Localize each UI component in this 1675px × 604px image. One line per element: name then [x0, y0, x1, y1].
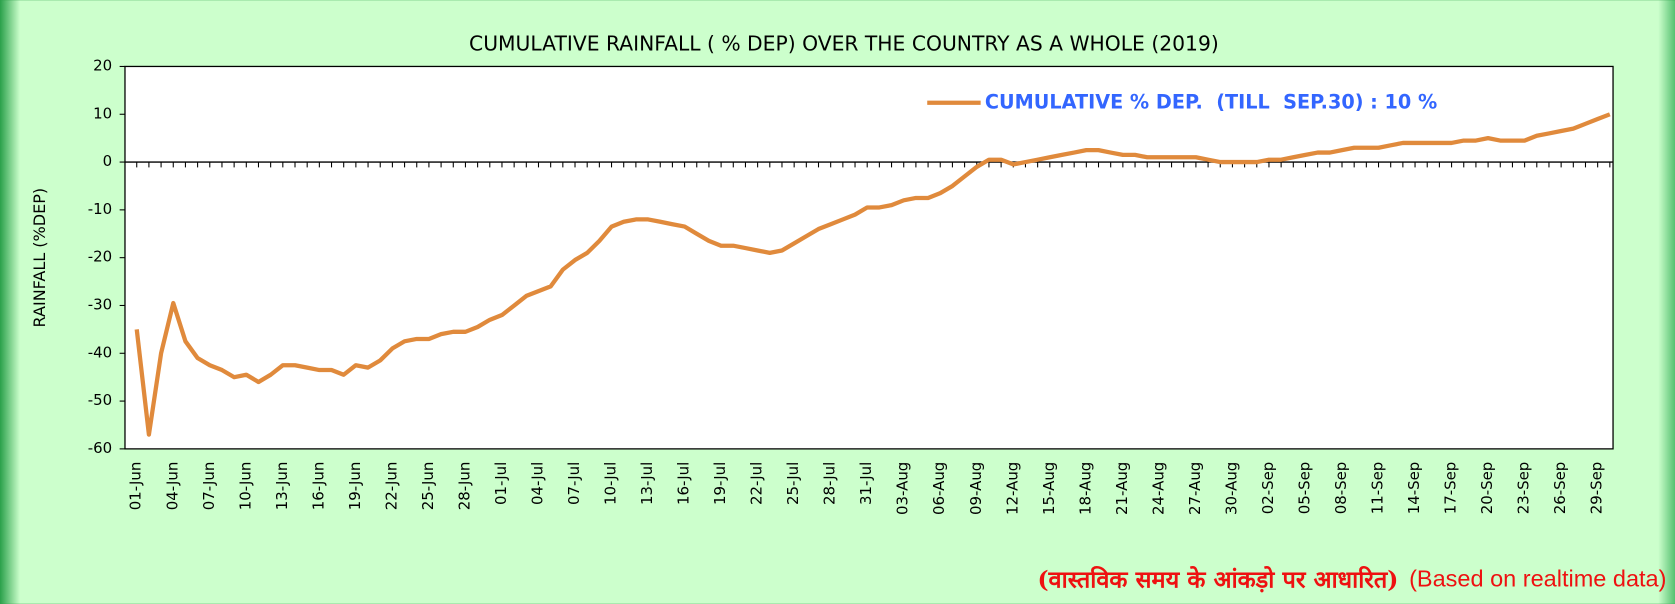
y-tick-label: -40 [88, 343, 112, 361]
x-tick-label: 22-Jul [748, 462, 766, 505]
x-tick-label: 19-Jun [346, 462, 364, 511]
x-tick-label: 16-Jun [309, 462, 327, 511]
x-tick-label: 23-Sep [1515, 462, 1533, 515]
x-tick-label: 07-Jul [565, 462, 583, 505]
x-tick-label: 01-Jul [492, 462, 510, 505]
x-tick-label: 22-Jun [382, 462, 400, 511]
x-tick-label: 29-Sep [1588, 462, 1606, 515]
y-tick-label: -60 [88, 439, 112, 457]
plot-area [124, 65, 1614, 450]
x-tick-label: 08-Sep [1332, 462, 1350, 515]
x-tick-label: 27-Aug [1186, 462, 1204, 515]
x-tick-label: 02-Sep [1259, 462, 1277, 515]
x-tick-label: 13-Jun [273, 462, 291, 511]
x-tick-label: 05-Sep [1295, 462, 1313, 515]
y-tick-label: 0 [103, 152, 113, 170]
x-tick-label: 30-Aug [1222, 462, 1240, 515]
x-tick-label: 28-Jun [455, 462, 473, 511]
y-tick-label: 20 [93, 56, 112, 74]
x-tick-label: 11-Sep [1369, 462, 1387, 515]
y-tick-label: 10 [93, 104, 112, 122]
x-tick-label: 18-Aug [1076, 462, 1094, 515]
x-tick-label: 17-Sep [1442, 462, 1460, 515]
x-tick-label: 24-Aug [1149, 462, 1167, 515]
x-tick-label: 07-Jun [200, 462, 218, 511]
y-tick-label: -30 [88, 295, 112, 313]
x-tick-label: 28-Jul [821, 462, 839, 505]
x-tick-label: 10-Jul [602, 462, 620, 505]
x-tick-label: 16-Jul [675, 462, 693, 505]
legend-label: CUMULATIVE % DEP. (TILL SEP.30) : 10 % [985, 90, 1437, 113]
x-tick-label: 03-Aug [894, 462, 912, 515]
y-tick-label: -10 [88, 200, 112, 218]
x-tick-label: 04-Jun [163, 462, 181, 511]
note-english: (Based on realtime data) [1409, 565, 1666, 591]
x-tick-label: 01-Jun [127, 462, 145, 511]
series-line [134, 112, 1611, 437]
y-tick-label: -50 [88, 391, 112, 409]
x-tick-label: 12-Aug [1003, 462, 1021, 515]
x-tick-label: 10-Jun [236, 462, 254, 511]
x-tick-label: 26-Sep [1551, 462, 1569, 515]
x-tick-label: 20-Sep [1478, 462, 1496, 515]
note-hindi: (वास्तविक समय के आंकड़ो पर आधारित) [1037, 565, 1398, 593]
x-tick-label: 06-Aug [930, 462, 948, 515]
y-axis-label: RAINFALL (%DEP) [30, 188, 49, 328]
x-tick-label: 15-Aug [1040, 462, 1058, 515]
x-tick-label: 21-Aug [1113, 462, 1131, 515]
x-tick-label: 13-Jul [638, 462, 656, 505]
y-tick-label: -20 [88, 248, 112, 266]
footnote: (वास्तविक समय के आंकड़ो पर आधारित) (Based… [1037, 565, 1666, 593]
x-tick-label: 25-Jul [784, 462, 802, 505]
chart-title: CUMULATIVE RAINFALL ( % DEP) OVER THE CO… [469, 32, 1219, 56]
x-tick-label: 19-Jul [711, 462, 729, 505]
x-tick-label: 14-Sep [1405, 462, 1423, 515]
x-tick-label: 31-Jul [857, 462, 875, 505]
x-tick-label: 09-Aug [967, 462, 985, 515]
x-tick-label: 04-Jul [528, 462, 546, 505]
x-tick-label: 25-Jun [419, 462, 437, 511]
